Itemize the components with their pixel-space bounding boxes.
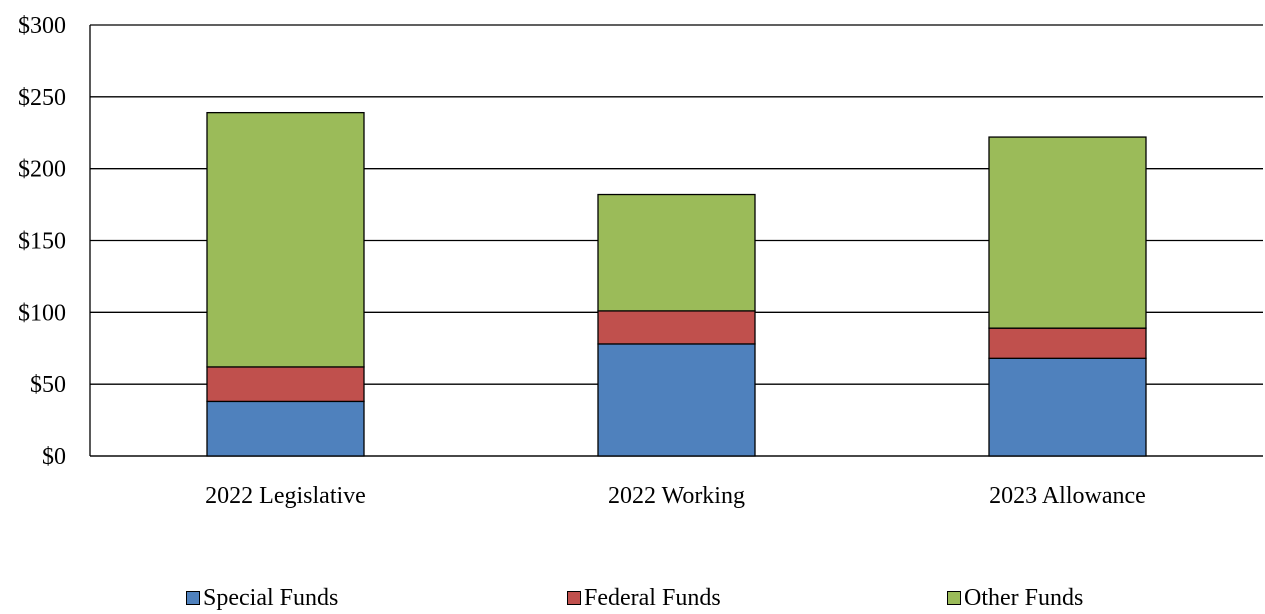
- y-tick-label: $0: [42, 444, 66, 470]
- bar-segment-federal-funds: [988, 327, 1147, 359]
- bar-segment-federal-funds: [597, 310, 756, 345]
- legend-label-special-funds: Special Funds: [203, 584, 339, 611]
- bar-segment-special-funds: [988, 357, 1147, 457]
- y-tick-label: $250: [18, 85, 66, 111]
- legend-item-other-funds: Other Funds: [947, 583, 1083, 613]
- legend-item-federal-funds: Federal Funds: [567, 583, 721, 613]
- y-tick-label: $100: [18, 300, 66, 326]
- legend-swatch-special-funds: [186, 591, 200, 605]
- bar-segment-other-funds: [988, 136, 1147, 329]
- x-tick-label: 2022 Working: [608, 483, 745, 509]
- legend-swatch-federal-funds: [567, 591, 581, 605]
- chart-legend: Special Funds Federal Funds Other Funds: [0, 583, 1265, 613]
- legend-label-other-funds: Other Funds: [964, 584, 1084, 611]
- stacked-bar-chart: $0 $50 $100 $150 $200 $250 $300 2022 Legislativ…: [18, 13, 1263, 509]
- bar-segment-special-funds: [206, 400, 365, 457]
- x-tick-label: 2023 Allowance: [989, 483, 1146, 509]
- bar-segment-other-funds: [206, 111, 365, 368]
- y-tick-label: $150: [18, 229, 66, 255]
- legend-label-federal-funds: Federal Funds: [584, 584, 721, 611]
- y-tick-label: $200: [18, 157, 66, 183]
- bar-segment-special-funds: [597, 343, 756, 457]
- legend-swatch-other-funds: [947, 591, 961, 605]
- y-tick-label: $50: [30, 372, 66, 398]
- bar-segment-federal-funds: [206, 366, 365, 403]
- bar-segment-other-funds: [597, 193, 756, 312]
- x-tick-label: 2022 Legislative: [205, 483, 366, 509]
- legend-item-special-funds: Special Funds: [186, 583, 338, 613]
- y-tick-label: $300: [18, 13, 66, 39]
